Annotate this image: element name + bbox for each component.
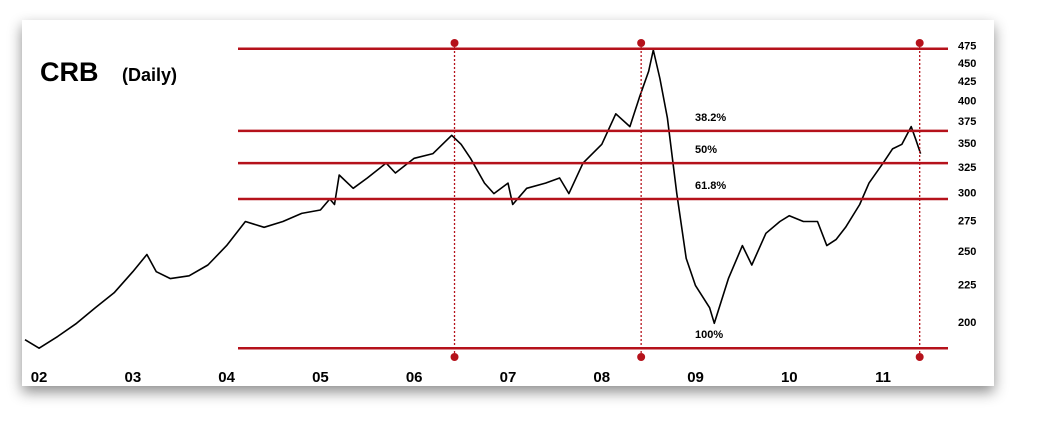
x-tick-label: 08 xyxy=(593,369,610,386)
marker-dot xyxy=(637,39,646,47)
marker-dot xyxy=(450,39,459,47)
y-tick-label: 350 xyxy=(958,138,976,150)
marker-dot xyxy=(915,39,924,47)
x-tick-label: 02 xyxy=(31,369,48,386)
y-tick-label: 200 xyxy=(958,317,976,329)
chart-title: CRB xyxy=(40,57,99,87)
x-tick-label: 09 xyxy=(687,369,704,386)
y-tick-label: 475 xyxy=(958,41,976,53)
price-line xyxy=(24,49,922,349)
x-tick-label: 11 xyxy=(875,369,891,386)
level-label: 61.8% xyxy=(695,180,726,192)
panel xyxy=(22,20,994,386)
y-tick-label: 225 xyxy=(958,280,976,292)
marker-dot xyxy=(915,353,924,361)
level-label: 38.2% xyxy=(695,112,726,124)
y-tick-label: 450 xyxy=(958,58,976,70)
y-tick-label: 375 xyxy=(958,116,976,128)
level-label: 100% xyxy=(695,329,723,341)
x-tick-label: 04 xyxy=(218,369,235,386)
level-label: 50% xyxy=(695,144,717,156)
x-tick-label: 10 xyxy=(781,369,798,386)
x-tick-label: 05 xyxy=(312,369,329,386)
x-tick-label: 03 xyxy=(125,369,142,386)
x-tick-label: 07 xyxy=(500,369,517,386)
y-tick-label: 400 xyxy=(958,96,976,108)
x-tick-label: 06 xyxy=(406,369,423,386)
y-tick-label: 275 xyxy=(958,215,976,227)
chart-subtitle: (Daily) xyxy=(122,65,177,85)
y-tick-label: 425 xyxy=(958,76,976,88)
y-tick-label: 250 xyxy=(958,246,976,258)
marker-dot xyxy=(637,353,646,361)
y-tick-label: 325 xyxy=(958,162,976,174)
marker-dot xyxy=(450,353,459,361)
y-tick-label: 300 xyxy=(958,188,976,200)
